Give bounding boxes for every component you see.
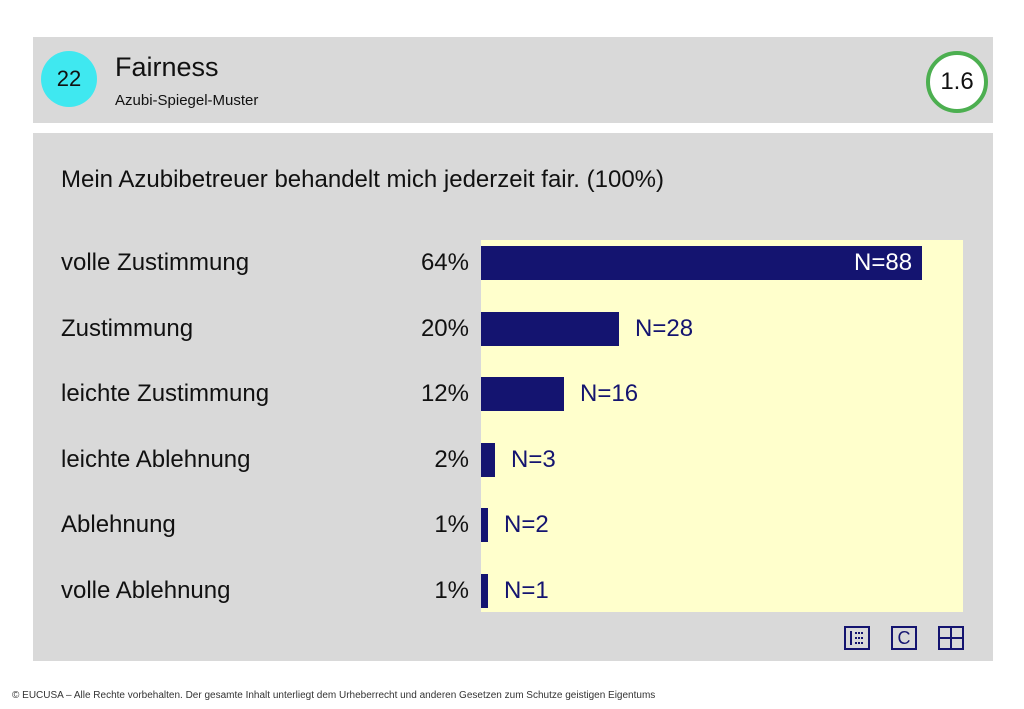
grid-icon (940, 628, 962, 648)
grid-view-button[interactable] (938, 626, 964, 650)
copyright-footer: © EUCUSA – Alle Rechte vorbehalten. Der … (12, 690, 656, 701)
percent-label: 1% (434, 577, 469, 604)
chart-title: Mein Azubibetreuer behandelt mich jederz… (61, 166, 664, 193)
category-label: Ablehnung (61, 511, 176, 538)
c-button[interactable]: C (891, 626, 917, 650)
score-badge: 1.6 (926, 51, 988, 113)
bar (481, 377, 564, 411)
percent-label: 2% (434, 446, 469, 473)
percent-label: 64% (420, 249, 469, 276)
bar (481, 246, 922, 280)
header-panel (33, 37, 993, 123)
bar (481, 574, 488, 608)
n-label: N=16 (580, 380, 639, 407)
list-icon (850, 631, 864, 645)
category-label: Zustimmung (61, 315, 194, 342)
n-label: N=88 (854, 249, 913, 276)
bar (481, 312, 619, 346)
n-label: N=28 (635, 315, 694, 342)
percent-label: 12% (420, 380, 469, 407)
bar (481, 508, 488, 542)
page-number: 22 (56, 66, 82, 91)
page-subtitle: Azubi-Spiegel-Muster (115, 92, 259, 109)
plot-area (481, 240, 963, 612)
page-number-badge: 22 (41, 51, 97, 107)
category-label: volle Ablehnung (61, 577, 231, 604)
n-label: N=2 (504, 511, 549, 538)
category-label: leichte Zustimmung (61, 380, 270, 407)
percent-label: 1% (434, 511, 469, 538)
n-label: N=1 (504, 577, 549, 604)
bar (481, 443, 495, 477)
c-button-label: C (897, 627, 911, 648)
category-label: leichte Ablehnung (61, 446, 251, 473)
list-view-button[interactable] (844, 626, 870, 650)
page-title: Fairness (115, 52, 219, 82)
category-label: volle Zustimmung (61, 249, 250, 276)
score-value: 1.6 (940, 68, 974, 95)
percent-label: 20% (420, 315, 469, 342)
n-label: N=3 (511, 446, 556, 473)
